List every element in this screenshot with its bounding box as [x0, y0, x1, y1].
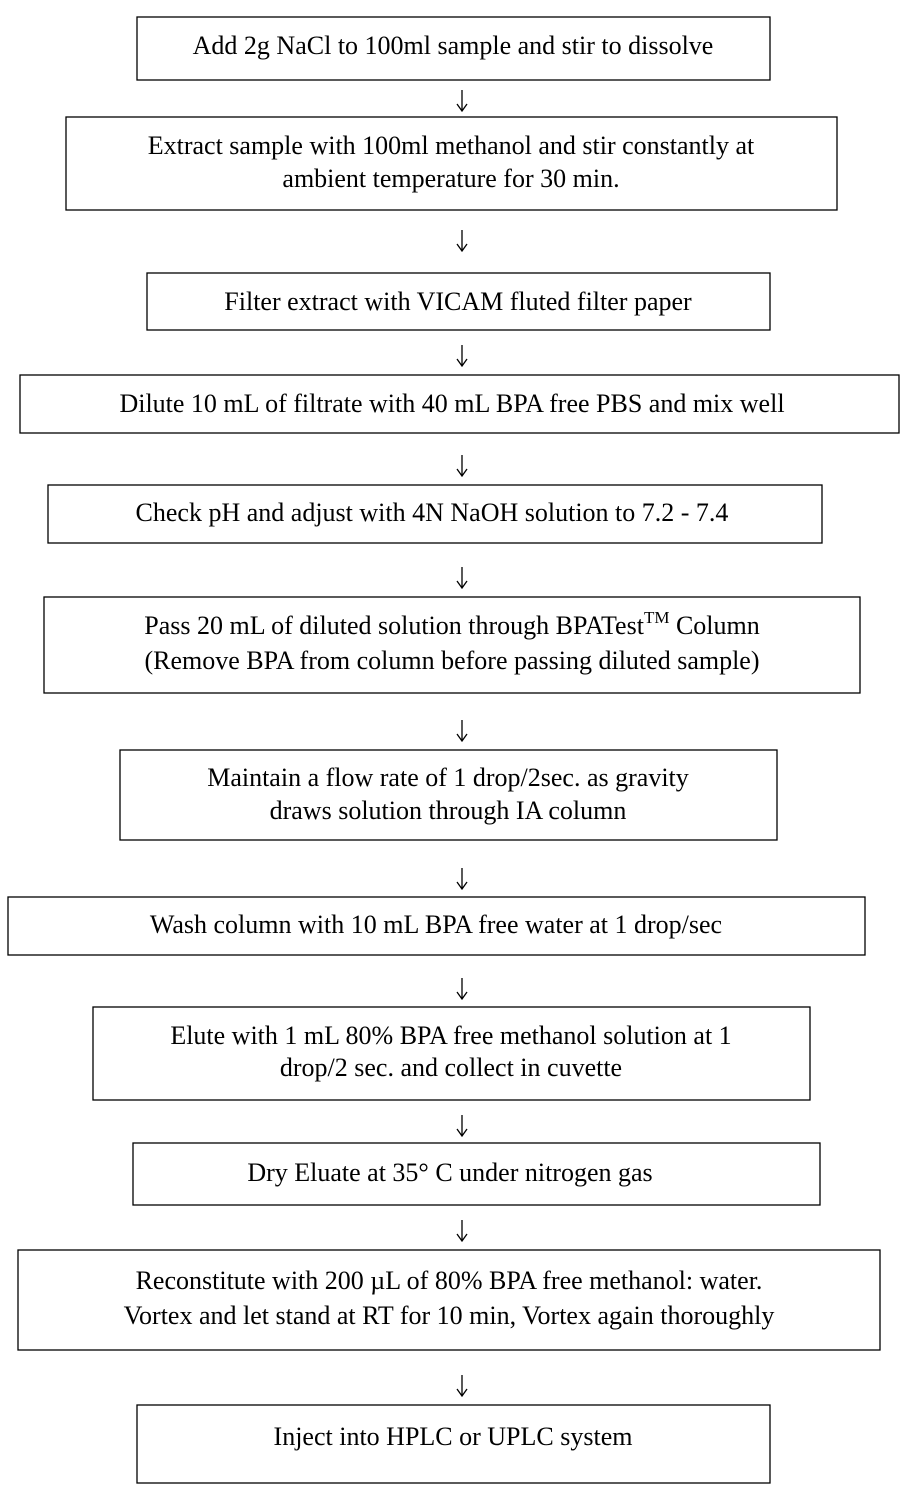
step-text: Wash column with 10 mL BPA free water at…	[150, 910, 722, 939]
step-text: ambient temperature for 30 min.	[282, 164, 619, 193]
arrows	[456, 90, 468, 1398]
trademark: TM	[644, 608, 670, 627]
step-text: Pass 20 mL of diluted solution through B…	[144, 608, 759, 640]
step-text: Maintain a flow rate of 1 drop/2sec. as …	[207, 763, 689, 792]
arrow	[456, 1220, 468, 1243]
step-text: (Remove BPA from column before passing d…	[145, 646, 760, 675]
step-box	[47, 484, 823, 544]
step-text: Extract sample with 100ml methanol and s…	[148, 131, 755, 160]
arrow	[456, 1375, 468, 1398]
step-box	[43, 596, 861, 694]
arrow	[456, 720, 468, 743]
arrow	[456, 455, 468, 478]
labels: Add 2g NaCl to 100ml sample and stir to …	[119, 31, 784, 1451]
step-text: Filter extract with VICAM fluted filter …	[224, 287, 692, 316]
arrow	[456, 90, 468, 113]
step-text: Dry Eluate at 35° C under nitrogen gas	[247, 1158, 652, 1187]
arrow	[456, 567, 468, 590]
step-box	[17, 1249, 881, 1351]
step-text: Check pH and adjust with 4N NaOH solutio…	[136, 498, 729, 527]
step-box	[119, 749, 778, 841]
step-text-part: Pass 20 mL of diluted solution through B…	[144, 611, 644, 640]
step-text: Dilute 10 mL of filtrate with 40 mL BPA …	[119, 389, 784, 418]
arrow	[456, 345, 468, 368]
step-box	[19, 374, 900, 434]
step-box	[136, 1404, 771, 1484]
step-box	[132, 1142, 821, 1206]
step-text: drop/2 sec. and collect in cuvette	[280, 1053, 622, 1082]
step-text-part: Column	[669, 611, 759, 640]
step-box	[7, 896, 866, 956]
step-box	[136, 16, 771, 81]
step-text: Reconstitute with 200 µL of 80% BPA free…	[136, 1266, 763, 1295]
boxes	[7, 16, 900, 1484]
step-text: Add 2g NaCl to 100ml sample and stir to …	[193, 31, 714, 60]
step-text: Elute with 1 mL 80% BPA free methanol so…	[170, 1021, 731, 1050]
arrow	[456, 978, 468, 1001]
step-text: draws solution through IA column	[270, 796, 627, 825]
arrow	[456, 230, 468, 253]
step-text: Vortex and let stand at RT for 10 min, V…	[124, 1301, 775, 1330]
step-box	[146, 272, 771, 331]
step-box	[65, 116, 838, 211]
arrow	[456, 1115, 468, 1138]
step-box	[92, 1006, 811, 1101]
step-text: Inject into HPLC or UPLC system	[274, 1422, 633, 1451]
arrow	[456, 868, 468, 891]
